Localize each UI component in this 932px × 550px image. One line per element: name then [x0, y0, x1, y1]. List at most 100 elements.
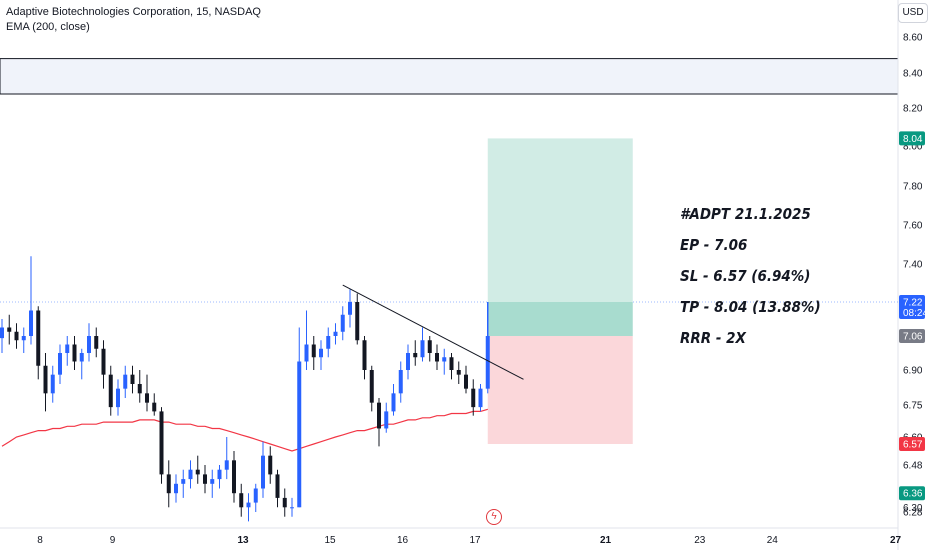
candle-body[interactable]	[275, 474, 280, 498]
candle-body[interactable]	[232, 460, 236, 494]
candle-body[interactable]	[449, 357, 454, 370]
candle-body[interactable]	[145, 393, 149, 403]
price-tag-tp	[899, 131, 925, 146]
candle-body[interactable]	[471, 388, 476, 408]
candle-body[interactable]	[478, 388, 483, 408]
candle-body[interactable]	[108, 374, 113, 408]
candle-body[interactable]	[137, 384, 142, 394]
price-tag-sl	[899, 437, 925, 451]
candle-body[interactable]	[369, 370, 374, 403]
candle-body[interactable]	[87, 336, 91, 353]
candle-body[interactable]	[384, 411, 389, 429]
time-tick-label: 16	[397, 535, 409, 546]
candle-body[interactable]	[224, 460, 229, 470]
candle-body[interactable]	[355, 302, 360, 341]
candle-body[interactable]	[427, 340, 432, 353]
candle-body[interactable]	[435, 353, 439, 362]
candle-body[interactable]	[326, 336, 331, 349]
candle-body[interactable]	[50, 374, 55, 394]
symbol-title[interactable]: Adaptive Biotechnologies Corporation, 15…	[6, 6, 261, 18]
candle-body[interactable]	[116, 388, 120, 408]
trendline[interactable]	[342, 284, 524, 380]
candle-body[interactable]	[79, 353, 84, 362]
currency-button[interactable]: USD	[898, 3, 928, 23]
price-tag-value: 7.22	[903, 298, 923, 309]
candle-body[interactable]	[420, 340, 425, 358]
candle-body[interactable]	[377, 402, 381, 429]
candle-body[interactable]	[362, 340, 367, 370]
candle-body[interactable]	[65, 344, 70, 354]
candle-body[interactable]	[188, 469, 193, 480]
candle-body[interactable]	[130, 374, 135, 384]
candle-body[interactable]	[43, 365, 48, 394]
candles[interactable]	[0, 256, 490, 522]
price-tag-countdown: 08:24	[903, 308, 928, 319]
profit-zone	[487, 138, 633, 302]
candle-body[interactable]	[464, 374, 468, 389]
candle-body[interactable]	[210, 479, 215, 484]
candle-body[interactable]	[21, 336, 26, 341]
trade-annotation: #ADPT 21.1.2025 EP - 7.06 SL - 6.57 (6.9…	[680, 202, 821, 357]
candle-body[interactable]	[333, 331, 338, 336]
candle-body[interactable]	[217, 469, 222, 480]
candle-body[interactable]	[246, 502, 251, 508]
candle-body[interactable]	[123, 374, 128, 389]
candle-body[interactable]	[442, 357, 447, 362]
candle-body[interactable]	[304, 344, 309, 362]
trendline-segment[interactable]	[342, 284, 524, 380]
candle-body[interactable]	[58, 353, 62, 375]
chart-grid	[0, 0, 899, 550]
time-tick-label: 17	[469, 535, 481, 546]
candle-body[interactable]	[36, 310, 41, 366]
ema-200-line	[1, 408, 488, 452]
candle-body[interactable]	[253, 488, 258, 503]
candle-body[interactable]	[340, 314, 345, 332]
candle-body[interactable]	[203, 474, 207, 484]
lightning-icon[interactable]: ϟ	[486, 509, 502, 525]
chart-legend: Adaptive Biotechnologies Corporation, 15…	[6, 5, 261, 35]
time-axis[interactable]: 8913151617212324272930	[37, 535, 932, 546]
time-tick-label: 13	[237, 535, 249, 546]
candle-body[interactable]	[159, 411, 164, 475]
candle-body[interactable]	[268, 455, 273, 475]
candle-body[interactable]	[456, 370, 461, 375]
candle-body[interactable]	[319, 348, 323, 358]
price-tick-label: 6.75	[903, 401, 923, 412]
price-tag-value: 6.36	[903, 489, 923, 500]
price-tag-entry	[899, 329, 925, 343]
candle-body[interactable]	[485, 336, 490, 389]
price-tick-label: 7.40	[903, 260, 923, 271]
price-tick-label: 8.40	[903, 69, 923, 80]
candle-body[interactable]	[174, 483, 178, 494]
candle-body[interactable]	[101, 348, 106, 375]
candle-body[interactable]	[348, 302, 352, 315]
candle-body[interactable]	[398, 370, 403, 394]
candle-body[interactable]	[282, 497, 287, 508]
candle-body[interactable]	[0, 327, 4, 339]
candle-body[interactable]	[94, 336, 99, 349]
candle-body[interactable]	[14, 331, 19, 341]
candle-body[interactable]	[406, 353, 410, 370]
candle-body[interactable]	[181, 479, 186, 484]
candle-body[interactable]	[391, 393, 396, 412]
profit-zone-filled	[487, 302, 633, 336]
candle-body[interactable]	[72, 344, 77, 362]
candle-body[interactable]	[311, 344, 316, 358]
indicator-label[interactable]: EMA (200, close)	[6, 21, 90, 33]
candle-body[interactable]	[413, 353, 418, 358]
annotation-ticker: #ADPT 21.1.2025	[680, 205, 811, 223]
candle-body[interactable]	[29, 310, 33, 337]
candle-body[interactable]	[261, 455, 265, 489]
candle-body[interactable]	[195, 469, 200, 475]
candle-body[interactable]	[152, 402, 157, 412]
ema-path	[1, 408, 488, 452]
price-tick-label: 6.90	[903, 366, 923, 377]
candle-body[interactable]	[239, 493, 244, 508]
candle-body[interactable]	[297, 361, 302, 508]
gray-band	[0, 58, 899, 95]
candle-body[interactable]	[7, 327, 12, 332]
candle-body[interactable]	[290, 507, 294, 509]
candle-body[interactable]	[166, 474, 171, 494]
